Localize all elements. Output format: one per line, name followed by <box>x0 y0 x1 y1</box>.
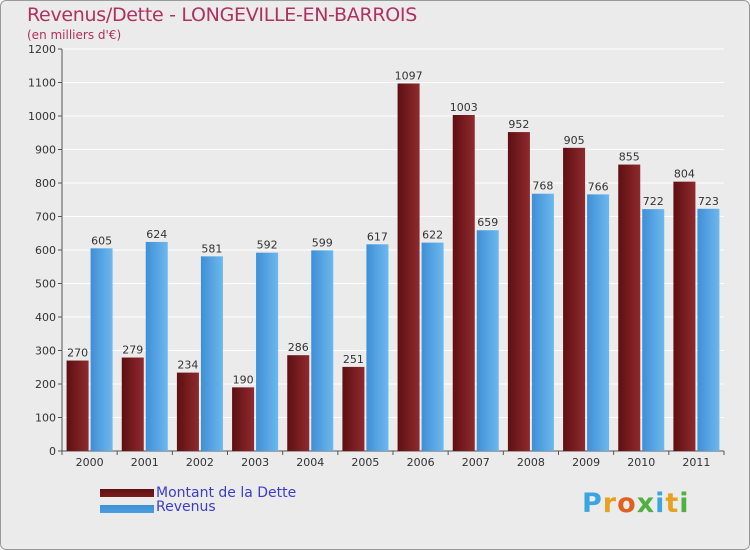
bar-revenus <box>531 193 554 451</box>
bar-revenus <box>587 194 610 451</box>
bar-dette <box>673 181 696 451</box>
legend-swatch-dette <box>100 489 154 497</box>
bar-revenus <box>476 230 499 451</box>
x-tick-label: 2000 <box>76 456 104 469</box>
value-label-dette: 279 <box>122 344 143 357</box>
value-label-revenus: 592 <box>257 239 278 252</box>
legend-label-revenus: Revenus <box>156 499 216 515</box>
y-tick-label: 100 <box>35 412 56 425</box>
y-tick-label: 400 <box>35 311 56 324</box>
x-tick-label: 2008 <box>517 456 545 469</box>
x-tick-label: 2005 <box>351 456 379 469</box>
bar-revenus <box>697 208 720 451</box>
bar-dette <box>507 132 530 451</box>
x-tick-label: 2003 <box>241 456 269 469</box>
bar-revenus <box>145 241 168 451</box>
y-tick-label: 900 <box>35 144 56 157</box>
y-tick-label: 800 <box>35 177 56 190</box>
value-label-revenus: 599 <box>312 236 333 249</box>
y-tick-label: 1100 <box>28 77 56 90</box>
logo-letter: i <box>679 488 690 519</box>
value-label-revenus: 768 <box>532 180 553 193</box>
x-tick-label: 2009 <box>572 456 600 469</box>
value-label-dette: 270 <box>67 347 88 360</box>
value-label-revenus: 605 <box>91 234 112 247</box>
y-tick-label: 1200 <box>28 43 56 56</box>
bar-dette <box>618 164 641 451</box>
bar-dette <box>121 357 144 451</box>
logo-letter: t <box>665 488 680 519</box>
bar-revenus <box>366 244 389 451</box>
bar-dette <box>66 360 89 451</box>
value-label-revenus: 659 <box>477 216 498 229</box>
x-tick-label: 2007 <box>462 456 490 469</box>
value-label-dette: 804 <box>674 168 695 181</box>
bar-revenus <box>421 242 444 451</box>
bar-revenus <box>256 252 279 451</box>
legend-swatch-revenus <box>100 505 154 513</box>
value-label-revenus: 622 <box>422 229 443 242</box>
bar-revenus <box>90 248 113 451</box>
y-tick-label: 0 <box>49 445 56 458</box>
x-tick-label: 2002 <box>186 456 214 469</box>
value-label-revenus: 617 <box>367 230 388 243</box>
bar-dette <box>176 372 199 451</box>
value-label-revenus: 624 <box>146 228 167 241</box>
logo-letter: o <box>617 488 637 519</box>
y-tick-label: 500 <box>35 278 56 291</box>
chart-subtitle: (en milliers d'€) <box>27 28 122 42</box>
value-label-revenus: 766 <box>588 180 609 193</box>
bar-dette <box>287 355 310 451</box>
legend-label-dette: Montant de la Dette <box>156 485 297 501</box>
bar-revenus <box>642 209 665 451</box>
x-tick-label: 2011 <box>682 456 710 469</box>
bar-revenus <box>200 256 223 451</box>
y-tick-label: 200 <box>35 378 56 391</box>
value-label-dette: 286 <box>288 341 309 354</box>
proxiti-logo: Proxiti <box>582 488 690 519</box>
bar-dette <box>452 114 475 452</box>
bar-dette <box>342 366 365 451</box>
logo-letter: i <box>655 488 666 519</box>
value-label-dette: 952 <box>508 118 529 131</box>
value-label-dette: 1097 <box>395 70 423 83</box>
value-label-dette: 251 <box>343 353 364 366</box>
value-label-dette: 234 <box>177 359 198 372</box>
value-label-dette: 190 <box>233 373 254 386</box>
bar-revenus <box>311 250 334 451</box>
y-tick-label: 1000 <box>28 110 56 123</box>
bar-dette <box>232 387 255 451</box>
y-tick-label: 300 <box>35 345 56 358</box>
value-label-revenus: 722 <box>643 195 664 208</box>
logo-letter: r <box>602 488 618 519</box>
logo-letter: x <box>636 488 656 519</box>
value-label-dette: 1003 <box>450 101 478 114</box>
value-label-dette: 855 <box>619 151 640 164</box>
x-tick-label: 2004 <box>296 456 324 469</box>
logo-letter: P <box>582 488 603 519</box>
x-tick-label: 2006 <box>407 456 435 469</box>
y-tick-label: 600 <box>35 244 56 257</box>
bar-dette <box>563 147 586 451</box>
x-tick-label: 2001 <box>131 456 159 469</box>
value-label-revenus: 723 <box>698 195 719 208</box>
value-label-revenus: 581 <box>201 242 222 255</box>
chart-title: Revenus/Dette - LONGEVILLE-EN-BARROIS <box>27 4 417 26</box>
value-label-dette: 905 <box>564 134 585 147</box>
bar-dette <box>397 83 420 451</box>
x-tick-label: 2010 <box>627 456 655 469</box>
y-tick-label: 700 <box>35 211 56 224</box>
